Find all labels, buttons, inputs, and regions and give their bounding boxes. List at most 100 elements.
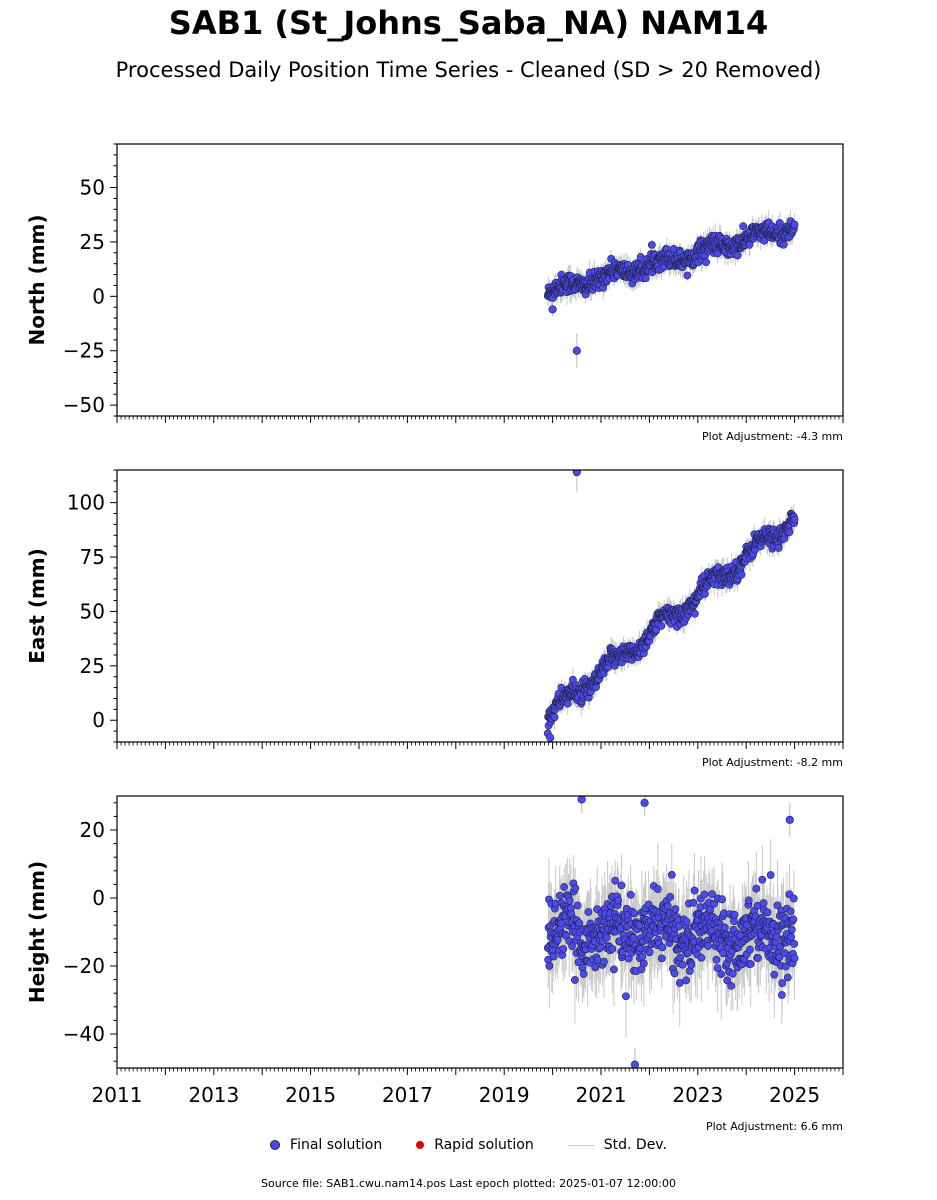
data-point bbox=[789, 915, 798, 924]
data-point bbox=[728, 969, 737, 978]
data-point bbox=[563, 699, 572, 708]
data-point bbox=[557, 919, 566, 928]
data-point bbox=[550, 713, 559, 722]
data-point bbox=[706, 905, 714, 914]
data-point bbox=[617, 881, 626, 890]
data-point bbox=[565, 897, 574, 905]
x-tick-label: 2015 bbox=[285, 1083, 336, 1107]
chart-subtitle: Processed Daily Position Time Series - C… bbox=[115, 58, 822, 82]
data-point bbox=[730, 910, 739, 919]
panel-2: 0 25 50 75 100 East (mm) Plot Adjustment: -8.2… bbox=[25, 469, 844, 769]
data-point bbox=[675, 922, 683, 931]
data-point bbox=[737, 570, 746, 579]
data-point bbox=[676, 953, 685, 962]
y-tick-label: 50 bbox=[80, 176, 105, 200]
y-tick-label: 20 bbox=[80, 818, 105, 842]
data-point-outlier bbox=[577, 796, 586, 804]
data-point bbox=[638, 952, 647, 961]
plot-frame bbox=[116, 469, 844, 743]
data-point bbox=[666, 892, 675, 901]
data-point bbox=[712, 955, 721, 964]
data-point bbox=[720, 923, 729, 932]
legend-final: Final solution bbox=[270, 1137, 382, 1153]
data-points bbox=[543, 796, 799, 1068]
data-point bbox=[739, 222, 748, 231]
data-point bbox=[559, 945, 568, 953]
plot-frame bbox=[116, 143, 844, 417]
data-point bbox=[744, 896, 753, 905]
x-tick-label: 2017 bbox=[382, 1083, 433, 1107]
y-tick-label: 0 bbox=[92, 708, 105, 732]
data-point bbox=[575, 919, 584, 928]
data-point bbox=[549, 952, 558, 961]
data-point bbox=[622, 992, 630, 1001]
data-point bbox=[579, 970, 588, 978]
data-point bbox=[639, 959, 648, 968]
data-point bbox=[602, 933, 611, 942]
legend-rapid-label: Rapid solution bbox=[434, 1137, 534, 1153]
data-point bbox=[682, 917, 691, 926]
data-point bbox=[758, 875, 767, 884]
data-point bbox=[611, 876, 620, 885]
data-point bbox=[775, 953, 784, 962]
panel-1: −50 −25 0 25 50 North (mm) Plot Adjustment: -4… bbox=[25, 143, 844, 443]
legend-stddev: Std. Dev. bbox=[567, 1137, 667, 1153]
data-point bbox=[790, 515, 799, 524]
data-point bbox=[555, 891, 564, 900]
data-point bbox=[641, 274, 650, 282]
data-point bbox=[636, 944, 645, 953]
data-point bbox=[630, 909, 639, 918]
y-tick-label: 0 bbox=[92, 284, 105, 308]
y-tick-label: 25 bbox=[80, 230, 105, 254]
data-point bbox=[754, 954, 762, 962]
data-point bbox=[691, 609, 699, 618]
data-point bbox=[568, 942, 576, 950]
data-point bbox=[713, 964, 722, 973]
data-point bbox=[718, 895, 726, 904]
data-point bbox=[683, 271, 692, 280]
plot-adjustment: Plot Adjustment: -4.3 mm bbox=[702, 430, 843, 443]
data-point bbox=[670, 969, 679, 978]
rapid-marker-icon bbox=[416, 1141, 425, 1149]
data-point bbox=[787, 933, 795, 942]
y-tick-label: −20 bbox=[63, 954, 105, 978]
data-point bbox=[591, 963, 600, 972]
x-tick-label: 2021 bbox=[576, 1083, 627, 1107]
data-point bbox=[759, 899, 768, 907]
data-point-outlier bbox=[572, 346, 581, 355]
legend-final-label: Final solution bbox=[290, 1137, 383, 1153]
data-point bbox=[608, 944, 617, 953]
data-point bbox=[690, 886, 699, 895]
data-point bbox=[723, 976, 732, 985]
source-footer: Source file: SAB1.cwu.nam14.pos Last epo… bbox=[261, 1177, 676, 1190]
y-axis-label: North (mm) bbox=[25, 214, 49, 345]
data-point bbox=[678, 960, 687, 969]
data-point-outlier bbox=[785, 815, 794, 824]
panel-3: −40 −20 0 20 2011 2013 2015 2017 2019 2021 2023 202… bbox=[25, 795, 844, 1133]
data-point bbox=[571, 884, 580, 893]
data-points bbox=[543, 470, 799, 742]
data-point bbox=[717, 970, 726, 979]
data-point bbox=[610, 965, 618, 974]
data-point bbox=[719, 949, 728, 958]
y-tick-label: 25 bbox=[80, 654, 105, 678]
y-axis-label: Height (mm) bbox=[25, 861, 49, 1003]
data-point bbox=[774, 544, 783, 552]
data-point bbox=[704, 942, 712, 950]
plot-area bbox=[543, 470, 799, 742]
legend-stddev-label: Std. Dev. bbox=[603, 1137, 667, 1153]
data-point bbox=[657, 954, 666, 963]
data-point bbox=[777, 991, 786, 999]
plot-area bbox=[543, 796, 799, 1068]
data-point bbox=[600, 957, 608, 966]
y-tick-label: −50 bbox=[63, 393, 105, 417]
x-tick-label: 2013 bbox=[188, 1083, 239, 1107]
data-point bbox=[671, 905, 680, 914]
data-point bbox=[781, 962, 790, 971]
data-point bbox=[770, 970, 779, 979]
data-point bbox=[733, 251, 742, 260]
x-tick-label: 2025 bbox=[769, 1083, 820, 1107]
data-point bbox=[700, 890, 709, 899]
data-point bbox=[778, 979, 787, 988]
